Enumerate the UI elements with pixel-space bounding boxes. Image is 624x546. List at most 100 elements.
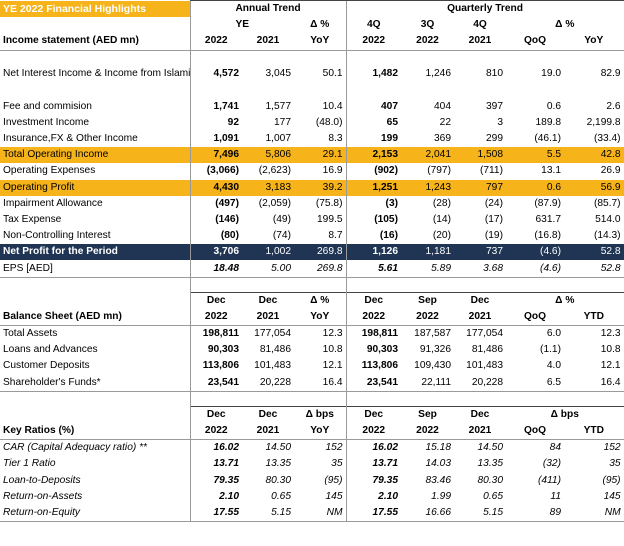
row-label: Return-on-Assets xyxy=(3,490,83,502)
row-value: 5.15 xyxy=(242,504,294,523)
row-value: 2,041 xyxy=(401,147,454,164)
row-value: 13.71 xyxy=(345,456,401,473)
row-label: Shareholder's Funds* xyxy=(0,374,190,392)
row-label: Loans and Advances xyxy=(3,344,98,356)
row-value: 0.65 xyxy=(271,490,291,502)
row-value: 81,486 xyxy=(471,344,503,356)
q3-header: 3Q xyxy=(420,19,435,31)
period-header-row: YE Δ % 4Q 3Q 4Q Δ % xyxy=(0,17,624,34)
row-value: 29.1 xyxy=(294,147,346,164)
row-value: 26.9 xyxy=(564,163,624,180)
row-value: 1,243 xyxy=(401,179,454,196)
income-header-row: Income statement (AED mn) 2022 2021 YoY … xyxy=(0,33,624,51)
table-row: Operating Expenses (3,066) (2,623) 16.9 (902… xyxy=(0,163,624,180)
row-value: (87.9) xyxy=(534,197,561,209)
row-value: 16.02 xyxy=(345,439,401,457)
row-value: (24) xyxy=(484,197,503,209)
row-value: (74) xyxy=(272,230,291,242)
table-row: Operating Profit 4,430 3,183 39.2 1,251 1,243… xyxy=(0,179,624,196)
row-value: 2.10 xyxy=(189,488,242,505)
row-label: Investment Income xyxy=(3,116,90,128)
quarterly-trend-header: Quarterly Trend xyxy=(345,0,624,18)
row-value: 631.7 xyxy=(535,213,562,225)
row-value: 407 xyxy=(345,98,401,115)
row-value: (28) xyxy=(432,197,451,209)
row-value: 79.35 xyxy=(345,472,401,489)
row-value: (16) xyxy=(345,228,401,245)
row-value: 113,806 xyxy=(189,358,242,375)
title-row: YE 2022 Financial Highlights Annual Tren… xyxy=(0,0,624,18)
table-row: Customer Deposits 113,806 101,483 12.1 113,8… xyxy=(0,358,624,375)
ye-header: YE xyxy=(189,17,294,34)
row-value: (95) xyxy=(324,474,343,486)
row-value: 3,706 xyxy=(189,244,242,261)
row-value: 92 xyxy=(189,114,242,131)
row-value: 35 xyxy=(564,456,624,473)
row-value: 14.50 xyxy=(477,442,504,454)
row-value: 56.9 xyxy=(564,179,624,196)
balance-sheet-header-row: Balance Sheet (AED mn) 2022 2021 YoY 2022 202… xyxy=(0,308,624,326)
row-value: 20,228 xyxy=(454,374,506,392)
row-value: NM xyxy=(294,504,346,523)
row-value: 369 xyxy=(434,133,451,145)
dec-header: Dec xyxy=(454,291,506,309)
row-value: 5.00 xyxy=(242,260,294,278)
row-value: 189.8 xyxy=(535,116,562,128)
spacer-row xyxy=(0,50,624,65)
row-value: 23,541 xyxy=(189,374,242,392)
row-value: 2,153 xyxy=(345,147,401,164)
row-value: (105) xyxy=(345,211,401,229)
row-value: 397 xyxy=(486,100,503,112)
row-value: 1,482 xyxy=(345,64,401,99)
table-row: Impairment Allowance (497) (2,059) (75.8) (3… xyxy=(0,195,624,212)
table-row: CAR (Capital Adequacy ratio) ** 16.02 14.5… xyxy=(0,439,624,457)
row-value: 79.35 xyxy=(189,472,242,489)
row-label: Impairment Allowance xyxy=(3,197,103,209)
row-value: (14) xyxy=(432,213,451,225)
delta-header: Δ bps xyxy=(294,405,346,423)
row-value: 22 xyxy=(439,116,451,128)
row-label: Net Interest Income & Income from Islami… xyxy=(3,67,190,79)
delta-pct-q-header: Δ % xyxy=(506,17,624,34)
row-label: Tax Expense xyxy=(3,213,62,225)
table-row: Tier 1 Ratio 13.71 13.35 35 13.71 14.03 13.35(… xyxy=(0,456,624,473)
spacer-row xyxy=(0,391,624,407)
row-value: 3 xyxy=(497,116,503,128)
row-value: 11 xyxy=(550,490,561,502)
row-value: (146) xyxy=(189,211,242,229)
table-row: Shareholder's Funds* 23,541 20,228 16.4 23,5… xyxy=(0,374,624,392)
row-value: 5,806 xyxy=(242,147,294,164)
row-value: 3.68 xyxy=(454,260,506,278)
table-row: Total Operating Income 7,496 5,806 29.1 2,15… xyxy=(0,147,624,164)
row-label: Total Assets xyxy=(3,328,58,340)
row-value: 152 xyxy=(564,439,624,457)
row-value: 6.5 xyxy=(506,374,564,392)
row-value: (32) xyxy=(542,458,561,470)
row-value: 0.6 xyxy=(546,100,561,112)
row-value: 3,183 xyxy=(242,179,294,196)
sep-header: Sep xyxy=(401,405,454,423)
row-label: CAR (Capital Adequacy ratio) ** xyxy=(3,442,148,454)
dec-header: Dec xyxy=(242,291,294,309)
row-value: 0.6 xyxy=(506,179,564,196)
row-value: (16.8) xyxy=(534,230,561,242)
table-row: Total Assets 198,811 177,054 12.3 198,811 187… xyxy=(0,325,624,343)
table-row: Return-on-Equity 17.55 5.15 NM 17.55 16.66 5.1… xyxy=(0,504,624,523)
row-value: 177,054 xyxy=(466,328,503,340)
row-value: 80.30 xyxy=(265,474,292,486)
row-value: 198,811 xyxy=(345,325,401,343)
table-title: YE 2022 Financial Highlights xyxy=(0,0,190,18)
row-value: 797 xyxy=(454,179,506,196)
row-value: 4,572 xyxy=(189,64,242,99)
row-value: 737 xyxy=(454,244,506,261)
key-ratios-header-row: Key Ratios (%) 2022 2021 YoY 2022 2022 2021 QoQ… xyxy=(0,422,624,441)
row-value: 177 xyxy=(274,116,291,128)
row-label: Tier 1 Ratio xyxy=(3,458,56,470)
row-value: (14.3) xyxy=(564,228,624,245)
row-value: 20,228 xyxy=(242,374,294,392)
row-value: 8.3 xyxy=(328,133,343,145)
table-row: Non-Controlling Interest (80) (74) 8.7 (16) (… xyxy=(0,228,624,245)
row-value: 90,303 xyxy=(345,342,401,359)
row-value: (1.1) xyxy=(540,344,561,356)
row-value: (3,066) xyxy=(189,163,242,180)
